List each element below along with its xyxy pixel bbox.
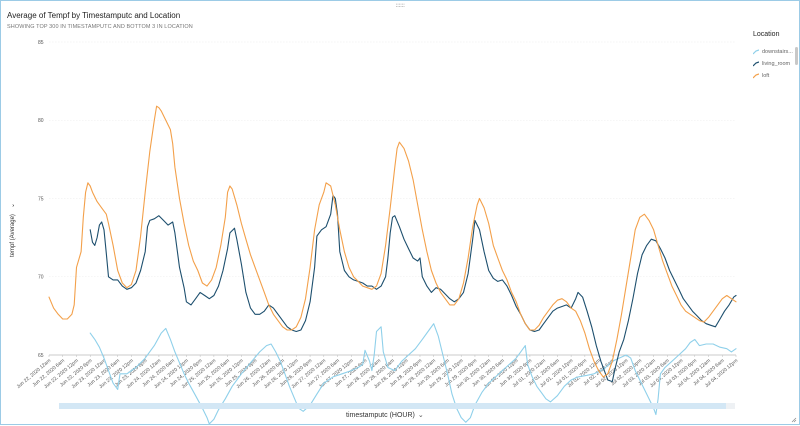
- chart-title: Average of Tempf by Timestamputc and Loc…: [7, 11, 181, 20]
- legend-item-label: living_room: [762, 61, 791, 67]
- legend-item-living-room[interactable]: living_room: [753, 58, 799, 70]
- x-axis-scrollbar[interactable]: [59, 403, 735, 409]
- y-axis-chevron-icon[interactable]: ⌄: [10, 203, 16, 208]
- legend-scrollbar[interactable]: [795, 47, 798, 65]
- legend-title: Location: [753, 31, 780, 38]
- x-axis-scrollbar-thumb[interactable]: [59, 403, 726, 409]
- chart-subtitle: SHOWING TOP 300 IN TIMESTAMPUTC AND BOTT…: [7, 24, 193, 30]
- series-lines: [48, 105, 737, 425]
- y-tick-label: 75: [38, 196, 44, 202]
- legend-item-label: downstairs...: [762, 49, 793, 55]
- legend-item-label: loft: [762, 73, 770, 79]
- y-tick-label: 80: [38, 118, 44, 124]
- drag-handle-icon[interactable]: ::::::: [395, 2, 405, 9]
- series-line-living_room[interactable]: [89, 194, 737, 383]
- legend-item-downstairs[interactable]: downstairs...: [753, 46, 799, 58]
- legend-item-loft[interactable]: loft: [753, 70, 799, 82]
- resize-handle-icon[interactable]: [791, 417, 797, 423]
- y-tick-label: 70: [38, 275, 44, 281]
- y-axis-ticks: 65 70 75 80 85: [38, 40, 44, 359]
- series-line-downstairs[interactable]: [89, 323, 737, 425]
- y-tick-label: 85: [38, 40, 44, 46]
- y-tick-label: 65: [38, 353, 44, 359]
- line-swatch-icon: [753, 49, 759, 55]
- x-axis-chevron-icon[interactable]: ⌄: [417, 412, 424, 419]
- y-axis-label: tempf (Average): [10, 214, 16, 257]
- line-swatch-icon: [753, 73, 759, 79]
- x-axis-title[interactable]: timestamputc (HOUR) ⌄: [346, 411, 424, 419]
- line-swatch-icon: [753, 61, 759, 67]
- y-axis-title[interactable]: tempf (Average) ⌄: [10, 203, 16, 257]
- legend: Location downstairs... living_room loft: [753, 31, 799, 82]
- x-axis-label: timestamputc (HOUR): [346, 412, 415, 419]
- gridlines: [49, 41, 736, 356]
- series-line-loft[interactable]: [48, 105, 737, 378]
